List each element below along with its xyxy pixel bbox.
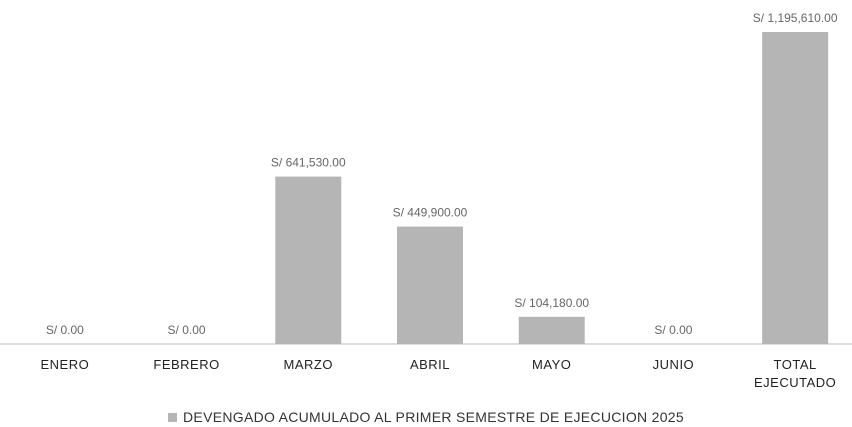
data-label: S/ 0.00 [46, 323, 84, 337]
x-tick-label: JUNIO [652, 357, 695, 372]
plot: S/ 0.00 S/ 0.00 S/ 641,530.00 S/ 449,900.00… [0, 11, 852, 345]
bar [275, 176, 342, 344]
data-label: S/ 0.00 [168, 323, 206, 337]
legend-label: DEVENGADO ACUMULADO AL PRIMER SEMESTRE D… [183, 409, 684, 425]
x-tick-label: TOTAL EJECUTADO [754, 357, 837, 390]
x-tick-label: ABRIL [409, 357, 451, 372]
x-tick-label: MARZO [283, 357, 333, 372]
x-tick-label: ENERO [40, 357, 90, 372]
legend-swatch [168, 413, 178, 422]
data-label: S/ 641,530.00 [271, 156, 346, 170]
legend: DEVENGADO ACUMULADO AL PRIMER SEMESTRE D… [0, 409, 852, 425]
x-tick-label: MAYO [532, 357, 572, 372]
x-tick-label: FEBRERO [153, 357, 220, 372]
data-label: S/ 449,900.00 [393, 206, 468, 220]
bar [518, 316, 585, 344]
data-label: S/ 104,180.00 [514, 296, 589, 310]
data-label: S/ 0.00 [654, 323, 692, 337]
data-label: S/ 1,195,610.00 [753, 11, 838, 25]
bar [397, 226, 463, 344]
bar [762, 32, 829, 344]
